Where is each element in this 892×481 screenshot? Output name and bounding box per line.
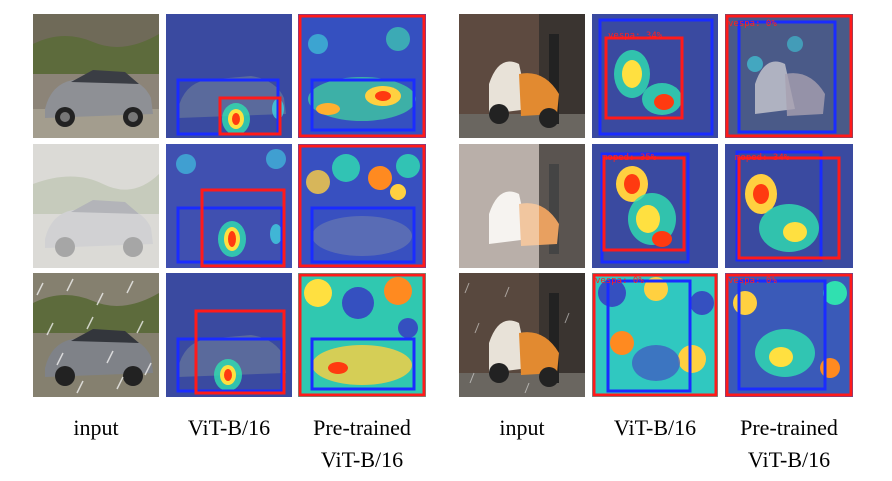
caption-line: Pre-trained bbox=[313, 415, 411, 440]
car-input-clean bbox=[33, 14, 159, 138]
scooter-heatmap: moped: 35% bbox=[592, 144, 718, 268]
pred-box bbox=[592, 273, 718, 397]
car-vit-fog bbox=[166, 144, 292, 268]
pred-box bbox=[725, 273, 853, 397]
pred-box bbox=[218, 96, 282, 136]
caption-input-left: input bbox=[33, 412, 159, 444]
car-heatmap bbox=[298, 14, 426, 138]
pred-box bbox=[298, 144, 426, 268]
car-heatmap bbox=[166, 273, 292, 397]
gt-box bbox=[737, 279, 827, 391]
caption-pretrained-left: Pre-trained ViT-B/16 bbox=[291, 412, 433, 476]
caption-line: Pre-trained bbox=[740, 415, 838, 440]
detection-label: vespa: 0% bbox=[728, 19, 777, 29]
gt-box bbox=[598, 18, 714, 136]
scooter-photo bbox=[459, 14, 585, 138]
caption-line: ViT-B/16 bbox=[320, 447, 404, 472]
car-heatmap bbox=[298, 273, 426, 397]
car-photo bbox=[33, 273, 159, 397]
scooter-input-rain bbox=[459, 273, 585, 397]
pred-box bbox=[200, 188, 286, 268]
scooter-vit-rain: vespa: 0% bbox=[592, 273, 718, 397]
car-input-fog bbox=[33, 144, 159, 268]
car-vit-clean bbox=[166, 14, 292, 138]
gt-box bbox=[737, 20, 837, 134]
pred-box bbox=[737, 156, 841, 260]
gt-box bbox=[176, 337, 284, 393]
caption-pretrained-right: Pre-trained ViT-B/16 bbox=[718, 412, 860, 476]
gt-box bbox=[606, 279, 692, 393]
scooter-heatmap: vespa: 34% bbox=[592, 14, 718, 138]
car-heatmap bbox=[298, 144, 426, 268]
gt-box bbox=[735, 150, 823, 262]
car-photo bbox=[33, 14, 159, 138]
car-input-rain bbox=[33, 273, 159, 397]
scooter-pretrained-clean: vespa: 0% bbox=[725, 14, 853, 138]
scooter-heatmap: vespa: 0% bbox=[725, 14, 853, 138]
scooter-photo bbox=[459, 273, 585, 397]
caption-vit-right: ViT-B/16 bbox=[592, 412, 718, 444]
caption-text: ViT-B/16 bbox=[187, 415, 271, 440]
car-heatmap bbox=[166, 14, 292, 138]
detection-label: vespa: 0% bbox=[728, 276, 777, 286]
car-heatmap bbox=[166, 144, 292, 268]
detection-label: moped: 34% bbox=[735, 153, 790, 163]
scooter-photo bbox=[459, 144, 585, 268]
pred-box bbox=[602, 156, 686, 252]
gt-box bbox=[176, 206, 284, 264]
caption-text: input bbox=[73, 415, 119, 440]
caption-vit-left: ViT-B/16 bbox=[166, 412, 292, 444]
car-pretrained-rain bbox=[298, 273, 426, 397]
pred-box bbox=[604, 36, 684, 120]
car-vit-rain bbox=[166, 273, 292, 397]
pred-box bbox=[298, 273, 426, 397]
detection-label: moped: 35% bbox=[602, 153, 657, 163]
caption-text: input bbox=[499, 415, 545, 440]
detection-label: vespa: 0% bbox=[595, 276, 644, 286]
pred-box bbox=[194, 309, 286, 395]
scooter-input-fog bbox=[459, 144, 585, 268]
car-pretrained-fog bbox=[298, 144, 426, 268]
gt-box bbox=[310, 337, 416, 391]
caption-input-right: input bbox=[459, 412, 585, 444]
scooter-pretrained-fog: moped: 34% bbox=[725, 144, 853, 268]
caption-text: ViT-B/16 bbox=[613, 415, 697, 440]
scooter-vit-fog: moped: 35% bbox=[592, 144, 718, 268]
scooter-heatmap: vespa: 0% bbox=[725, 273, 853, 397]
gt-box bbox=[600, 152, 690, 264]
detection-label: vespa: 34% bbox=[608, 31, 663, 41]
gt-box bbox=[310, 78, 416, 132]
scooter-heatmap: vespa: 0% bbox=[592, 273, 718, 397]
pred-box bbox=[725, 14, 853, 138]
scooter-pretrained-rain: vespa: 0% bbox=[725, 273, 853, 397]
scooter-heatmap: moped: 34% bbox=[725, 144, 853, 268]
scooter-vit-clean: vespa: 34% bbox=[592, 14, 718, 138]
pred-box bbox=[298, 14, 426, 138]
car-pretrained-clean bbox=[298, 14, 426, 138]
gt-box bbox=[310, 206, 416, 264]
car-photo bbox=[33, 144, 159, 268]
scooter-input-clean bbox=[459, 14, 585, 138]
caption-line: ViT-B/16 bbox=[747, 447, 831, 472]
